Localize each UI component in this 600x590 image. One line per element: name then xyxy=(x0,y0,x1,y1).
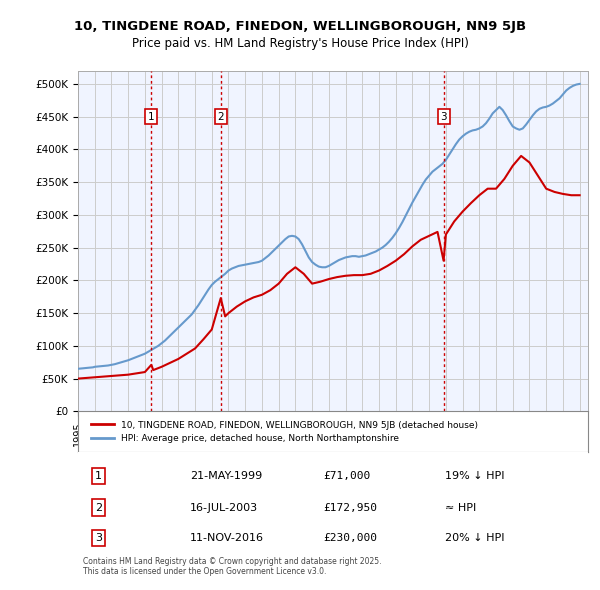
Text: 11-NOV-2016: 11-NOV-2016 xyxy=(190,533,264,543)
Text: 3: 3 xyxy=(440,112,447,122)
Text: 19% ↓ HPI: 19% ↓ HPI xyxy=(445,471,505,481)
Text: 2: 2 xyxy=(217,112,224,122)
Text: 20% ↓ HPI: 20% ↓ HPI xyxy=(445,533,505,543)
Text: £172,950: £172,950 xyxy=(323,503,377,513)
Legend: 10, TINGDENE ROAD, FINEDON, WELLINGBOROUGH, NN9 5JB (detached house), HPI: Avera: 10, TINGDENE ROAD, FINEDON, WELLINGBOROU… xyxy=(88,417,482,447)
Text: 21-MAY-1999: 21-MAY-1999 xyxy=(190,471,262,481)
Text: 1: 1 xyxy=(95,471,102,481)
Text: 3: 3 xyxy=(95,533,102,543)
Text: £230,000: £230,000 xyxy=(323,533,377,543)
Text: Price paid vs. HM Land Registry's House Price Index (HPI): Price paid vs. HM Land Registry's House … xyxy=(131,37,469,50)
Text: Contains HM Land Registry data © Crown copyright and database right 2025.
This d: Contains HM Land Registry data © Crown c… xyxy=(83,557,382,576)
Text: 2: 2 xyxy=(95,503,102,513)
Text: 10, TINGDENE ROAD, FINEDON, WELLINGBOROUGH, NN9 5JB: 10, TINGDENE ROAD, FINEDON, WELLINGBOROU… xyxy=(74,20,526,33)
Text: 1: 1 xyxy=(148,112,155,122)
Text: ≈ HPI: ≈ HPI xyxy=(445,503,476,513)
Text: 16-JUL-2003: 16-JUL-2003 xyxy=(190,503,259,513)
Text: £71,000: £71,000 xyxy=(323,471,370,481)
